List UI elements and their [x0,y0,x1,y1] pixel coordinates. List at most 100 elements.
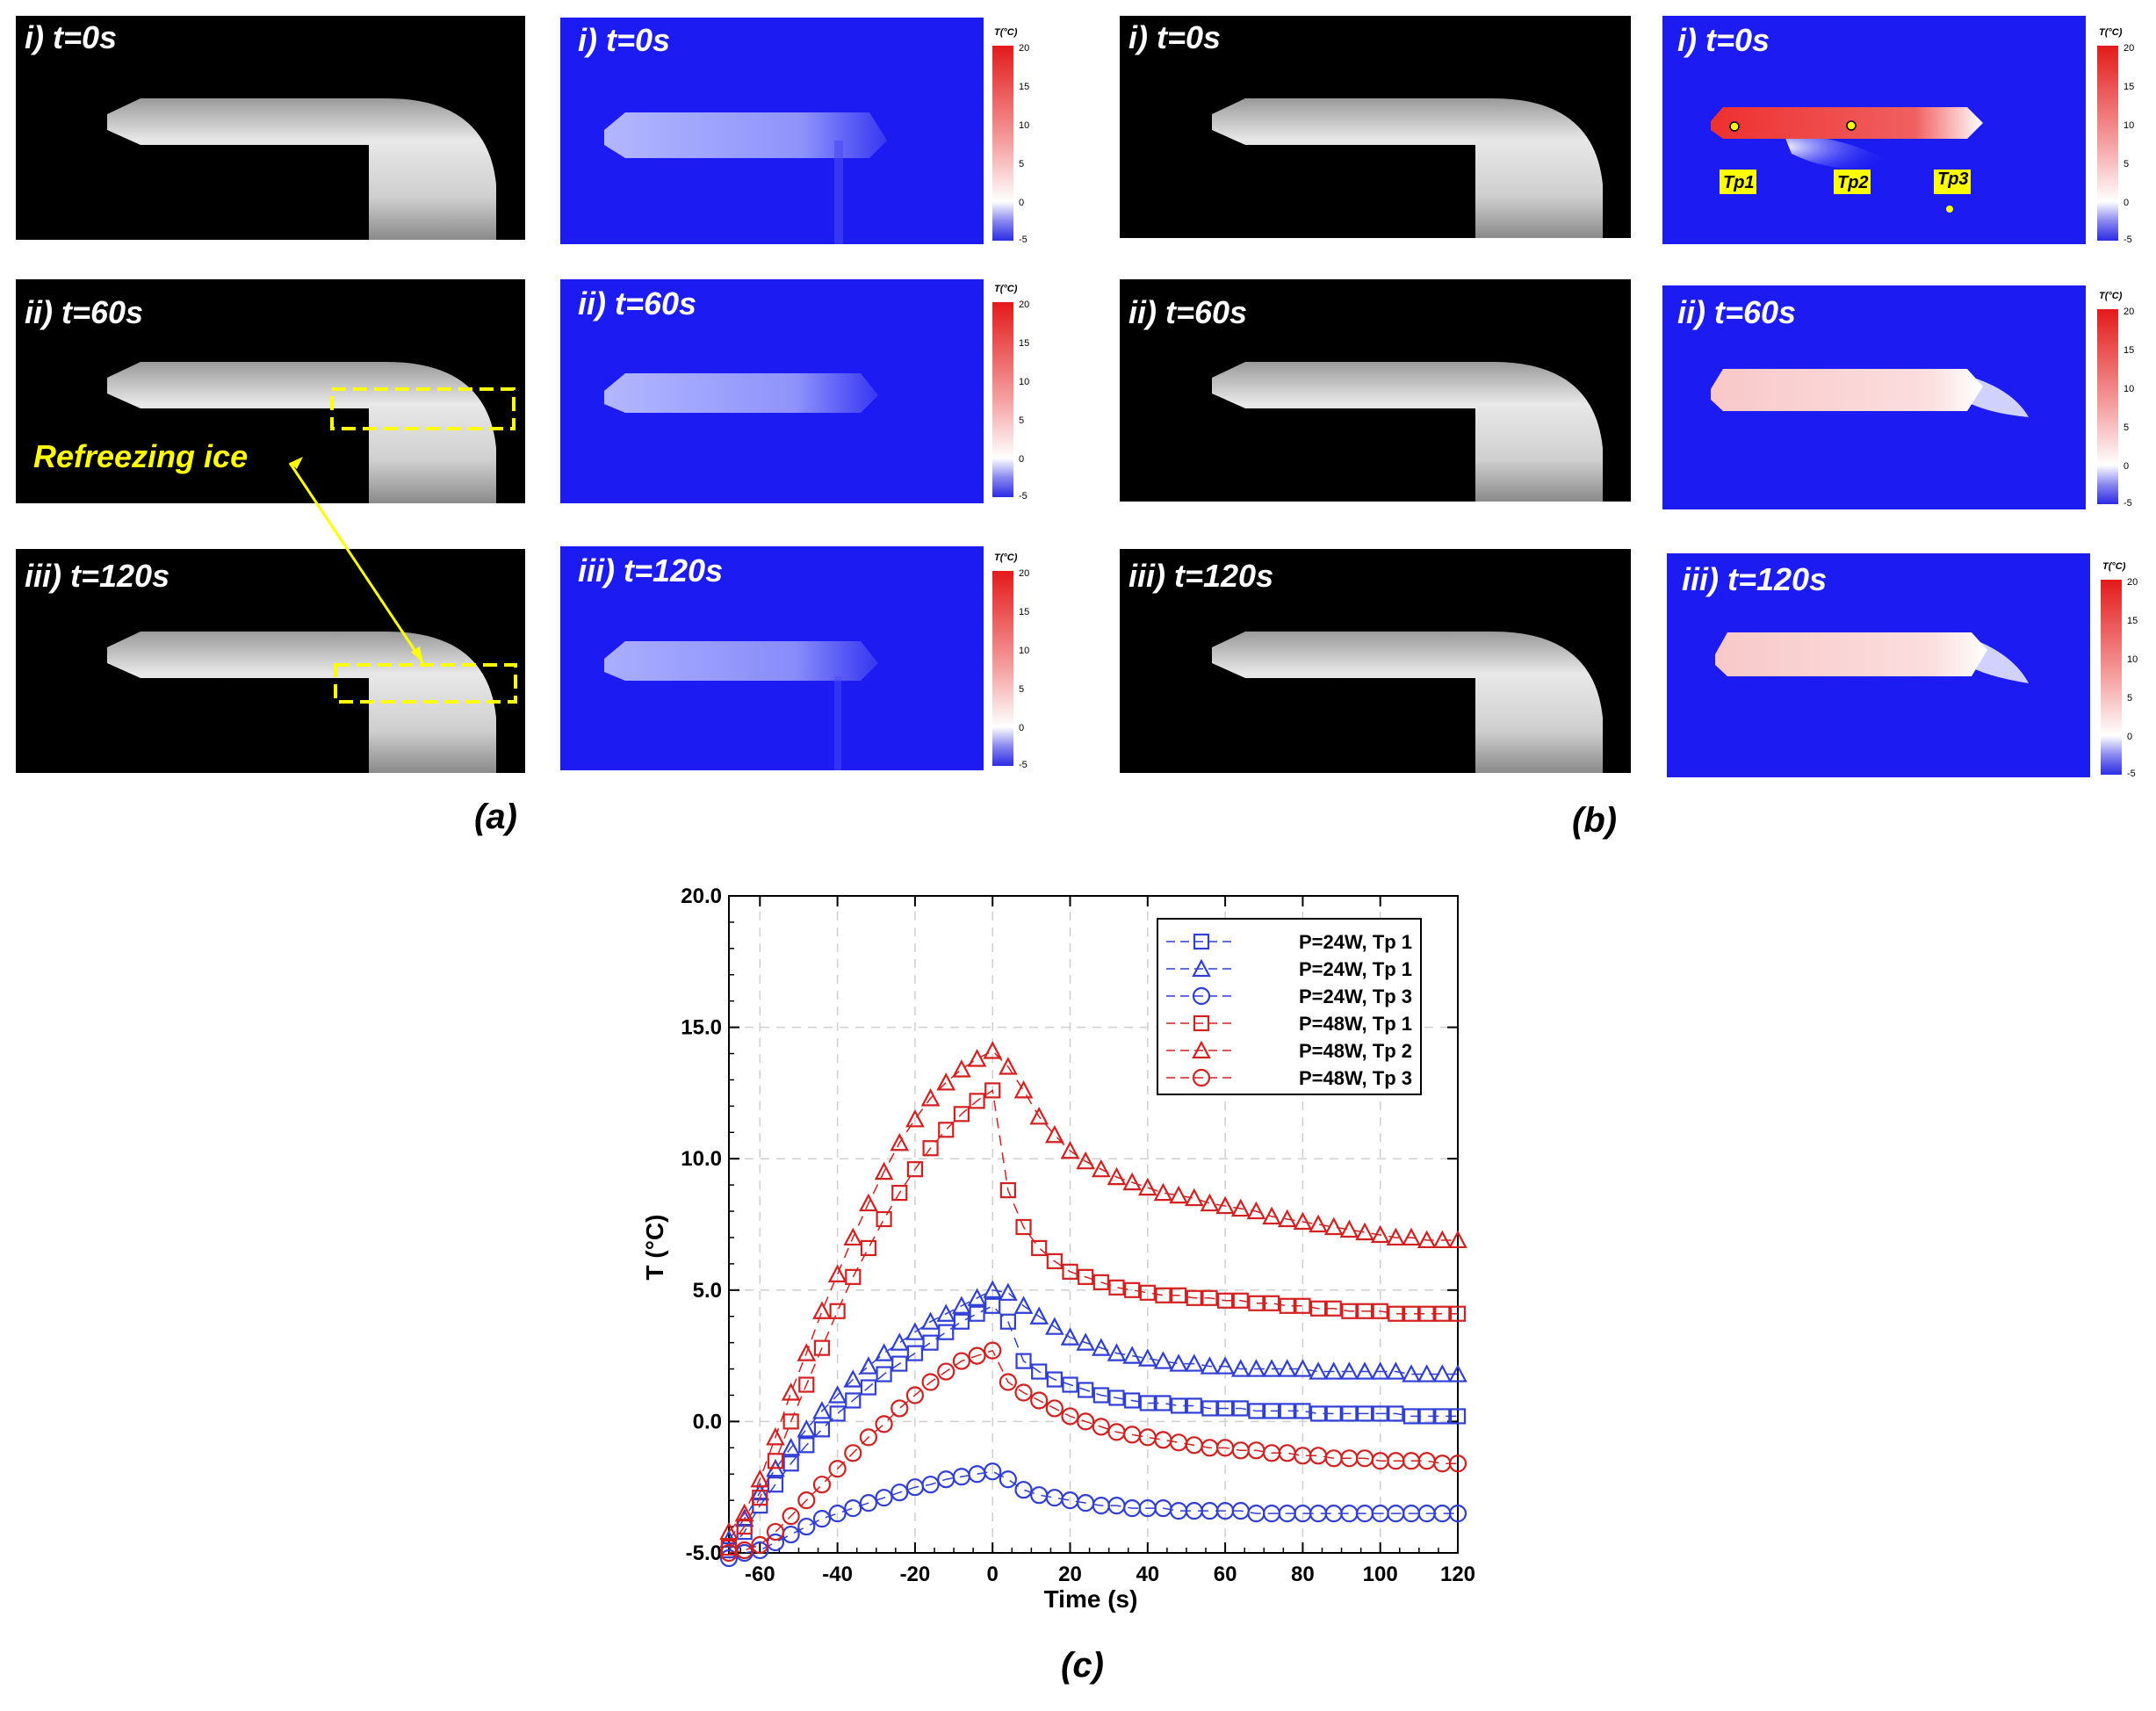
data-point [1402,1227,1421,1246]
data-point [1278,1444,1296,1462]
probe-tp2-dot [1846,120,1857,131]
svg-text:5: 5 [1019,415,1024,426]
data-point [1062,1263,1078,1280]
data-point [1309,1405,1327,1422]
svg-text:20: 20 [1019,300,1029,310]
data-point [1432,1230,1453,1249]
panel-a-caption: (a) [474,798,517,836]
data-point [1171,1397,1187,1414]
panel-b-thermal-3: iii) t=120s [1667,553,2090,777]
x-tick-label: 20 [1058,1563,1082,1586]
legend-marker [1193,933,1210,950]
data-point [1078,1382,1094,1398]
legend-marker [1192,986,1211,1006]
data-point [845,1392,862,1409]
svg-text:0: 0 [1019,454,1024,465]
data-point [828,1505,847,1523]
data-point [952,1059,971,1078]
data-point [1092,1274,1109,1290]
legend-marker [1192,1068,1211,1087]
svg-text:T(°C): T(°C) [994,27,1018,38]
data-point [1232,1292,1249,1309]
data-point [1434,1305,1451,1322]
svg-text:20: 20 [1019,568,1029,579]
panel-b-thermal-3-label: iii) t=120s [1682,561,1827,597]
data-point [875,1489,893,1507]
data-point [1153,1182,1173,1202]
svg-text:15: 15 [1019,82,1029,92]
colorbar-b-1: T(°C) 20 15 10 5 0 -5 [2097,27,2134,245]
data-point [969,1305,985,1322]
svg-text:-5: -5 [1019,760,1028,770]
data-point [1246,1359,1266,1377]
svg-text:-5: -5 [1019,491,1028,502]
data-point [952,1296,971,1314]
data-point [920,1311,941,1330]
legend-marker [1192,1040,1211,1059]
data-point [922,1334,939,1351]
svg-text:-5: -5 [2127,769,2136,779]
data-point [1045,1399,1064,1418]
data-point [1062,1376,1078,1393]
data-point [1293,1359,1313,1377]
data-point [968,1346,986,1365]
data-point [874,1161,894,1180]
data-point [890,1332,910,1351]
data-point [843,1369,863,1388]
data-point [1078,1268,1094,1285]
data-point [1076,1151,1095,1170]
svg-text:T(°C): T(°C) [994,284,1018,294]
data-point [1137,1177,1157,1196]
data-point [874,1343,894,1361]
data-point [1402,1408,1420,1425]
svg-text:5: 5 [2124,159,2129,170]
data-point [797,1517,816,1536]
svg-text:20: 20 [2127,577,2138,588]
data-point [1370,1224,1390,1244]
data-point [812,1301,832,1319]
data-point [1262,1206,1281,1225]
data-point [735,1541,754,1560]
data-point [782,1455,799,1472]
data-point [1155,1395,1172,1411]
data-point [1386,1361,1406,1380]
data-point [1107,1166,1127,1186]
panel-b-photo-2-label: ii) t=60s [1128,294,1247,330]
data-point [1341,1405,1358,1422]
data-point [891,1484,909,1502]
svg-text:15: 15 [2127,616,2138,626]
panel-b-photo-3: iii) t=120s [1120,549,1631,773]
data-point [1355,1361,1374,1380]
data-point [1325,1405,1342,1422]
data-point [999,1057,1018,1075]
data-point [984,1341,1002,1360]
panel-a-photo-1-label: i) t=0s [25,19,117,55]
data-point [952,1352,970,1370]
svg-text:15: 15 [2124,345,2134,356]
data-point [1092,1338,1111,1356]
legend-entry: P=48W, Tp 1 [1299,1013,1412,1035]
data-point [999,1282,1018,1301]
data-point [827,1385,847,1404]
panel-a-photo-2-label: ii) t=60s [25,294,143,330]
data-point [1186,1397,1202,1414]
data-point [829,1303,846,1319]
data-point [891,1399,909,1418]
y-tick-label: 15.0 [681,1016,722,1040]
colorbar-a-1: T(°C) 20 15 10 5 0 -5 [992,27,1029,245]
panel-b-thermal-2-label: ii) t=60s [1677,294,1796,330]
data-point [782,1507,800,1526]
data-point [1448,1505,1467,1523]
data-point [1045,1489,1064,1507]
probe-tp1-label: Tp1 [1723,173,1755,192]
data-point [1449,1305,1467,1322]
data-point [1030,1391,1049,1410]
probe-tp2-label: Tp2 [1837,173,1869,192]
data-point [969,1093,985,1109]
svg-text:20: 20 [2124,43,2134,54]
data-point [812,1401,832,1419]
data-point [999,1182,1016,1199]
data-point [1200,1356,1220,1375]
data-point [937,1362,955,1381]
data-point [984,1462,1002,1481]
